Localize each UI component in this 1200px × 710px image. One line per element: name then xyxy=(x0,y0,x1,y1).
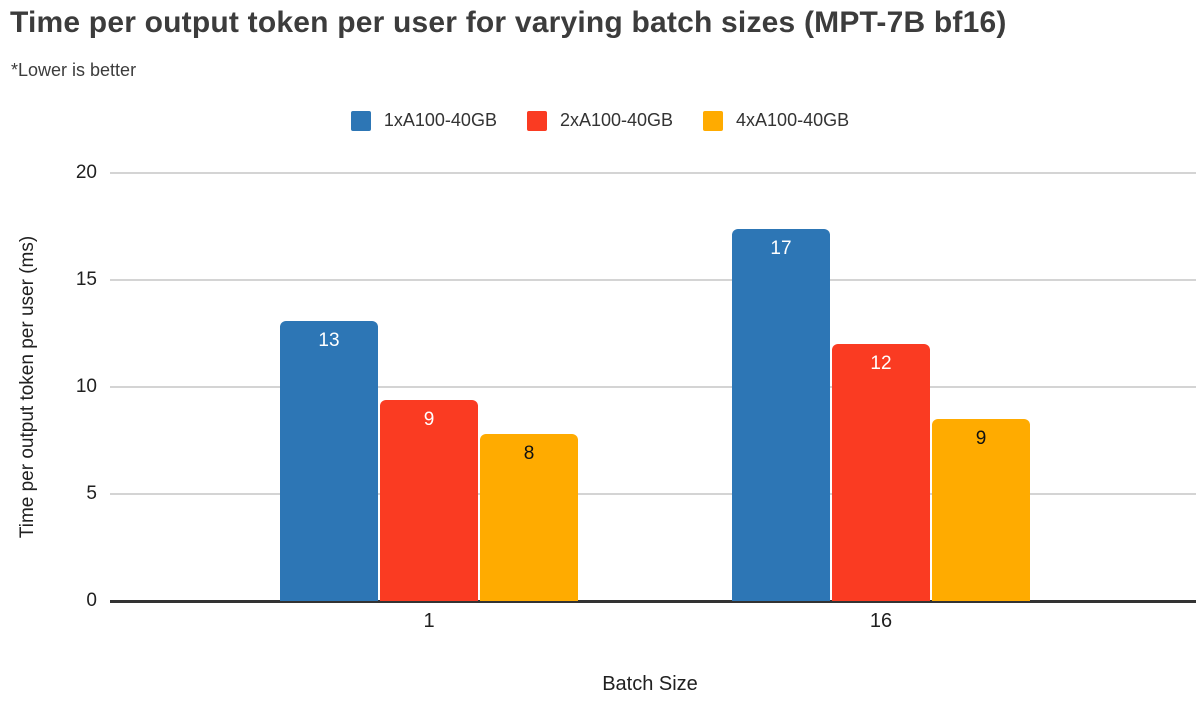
bar-2xA100-40GB-batch-1: 9 xyxy=(380,399,478,601)
chart-title: Time per output token per user for varyi… xyxy=(10,6,1007,39)
gridline-5 xyxy=(110,493,1196,495)
bar-value-label: 9 xyxy=(975,428,987,450)
bar-1xA100-40GB-batch-1: 13 xyxy=(280,320,378,601)
bar-4xA100-40GB-batch-1: 8 xyxy=(480,434,578,601)
gridline-15 xyxy=(110,279,1196,281)
legend-swatch-icon xyxy=(350,110,371,131)
x-category-label-1: 1 xyxy=(423,610,435,632)
legend-label: 4xA100-40GB xyxy=(736,110,850,130)
legend-label: 1xA100-40GB xyxy=(383,110,497,130)
y-tick-label-5: 5 xyxy=(86,483,97,504)
bar-value-label: 17 xyxy=(770,237,792,259)
bar-2xA100-40GB-batch-16: 12 xyxy=(832,344,930,601)
bar-value-label: 9 xyxy=(423,408,435,430)
bar-4xA100-40GB-batch-16: 9 xyxy=(932,419,1030,601)
bar-value-label: 8 xyxy=(523,443,535,465)
y-tick-label-0: 0 xyxy=(86,590,97,611)
chart-subtitle: *Lower is better xyxy=(11,60,137,80)
legend-swatch-icon xyxy=(703,110,724,131)
bar-value-label: 13 xyxy=(318,329,340,351)
y-tick-label-20: 20 xyxy=(75,162,97,183)
legend-label: 2xA100-40GB xyxy=(559,110,674,130)
y-tick-label-15: 15 xyxy=(75,269,97,290)
legend-swatch-icon xyxy=(526,110,547,131)
legend: 1xA100-40GB 2xA100-40GB 4xA100-40GB xyxy=(0,110,1200,131)
y-tick-label-10: 10 xyxy=(75,376,97,397)
legend-item-4xA100-40GB: 4xA100-40GB xyxy=(703,110,849,131)
legend-item-2xA100-40GB: 2xA100-40GB xyxy=(526,110,674,131)
legend-item-1xA100-40GB: 1xA100-40GB xyxy=(350,110,497,131)
x-axis-title: Batch Size xyxy=(602,673,698,695)
gridline-10 xyxy=(110,386,1196,388)
x-axis-baseline xyxy=(110,600,1196,603)
x-category-label-16: 16 xyxy=(869,610,893,632)
bar-1xA100-40GB-batch-16: 17 xyxy=(732,228,830,601)
bar-value-label: 12 xyxy=(870,353,892,375)
gridline-20 xyxy=(110,172,1196,174)
